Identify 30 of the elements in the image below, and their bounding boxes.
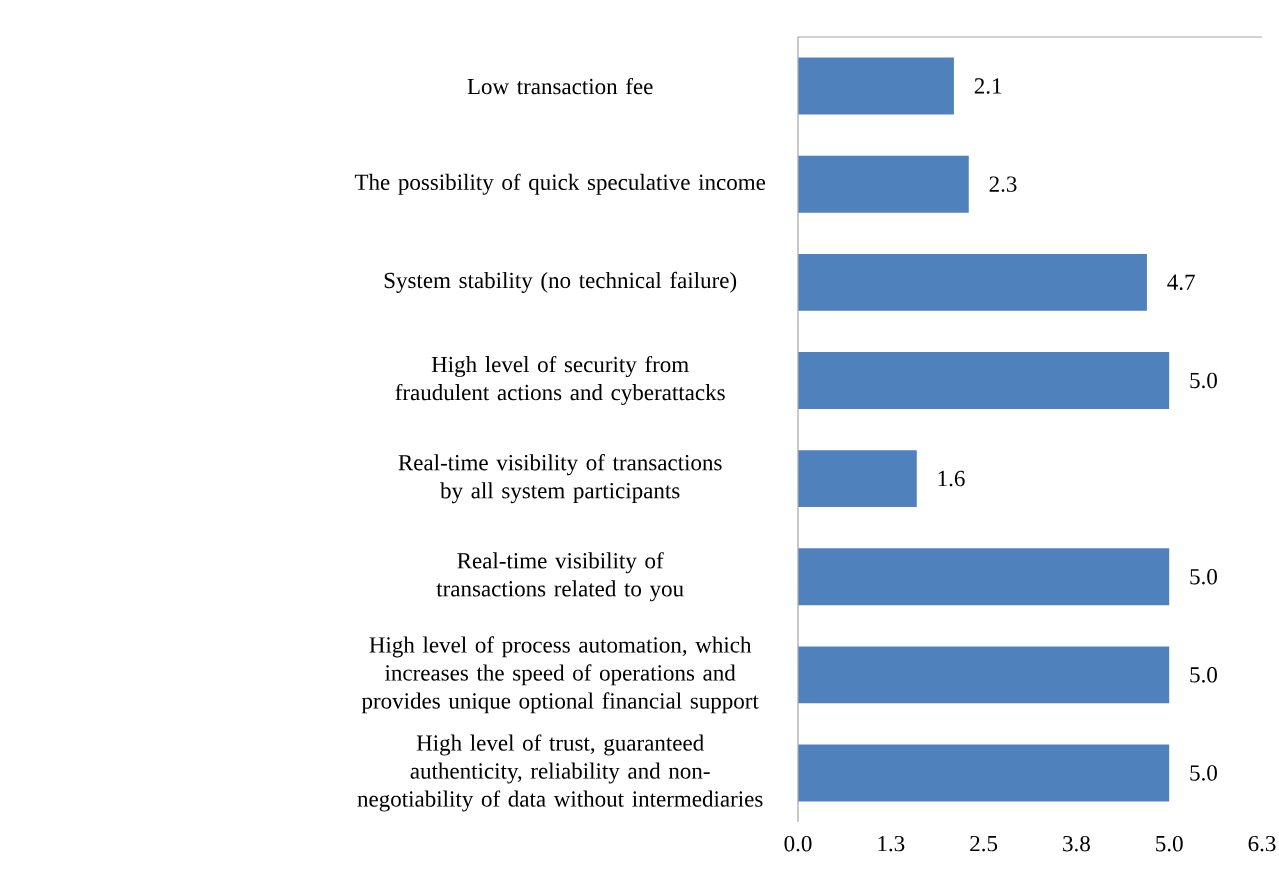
data-label: 4.7: [1167, 274, 1195, 291]
y-tick-label: Low transaction fee: [467, 77, 653, 95]
x-tick-label: 2.5: [970, 835, 998, 852]
data-label: 2.1: [974, 78, 1002, 94]
bar: [798, 450, 917, 508]
x-tick-label: 1.3: [878, 835, 905, 852]
data-label: 5.0: [1190, 568, 1217, 585]
y-tick-label: High level of security from fraudulent actions and cyberattacks: [395, 355, 725, 406]
bar: [798, 548, 1170, 606]
y-tick-label: System stability (no technical failure): [384, 271, 737, 293]
data-label: 2.3: [989, 176, 1017, 192]
y-tick-label: Real-time visibility of transactions related to you: [436, 552, 684, 602]
bar: [798, 646, 1170, 704]
x-tick-label: 0.0: [784, 835, 812, 852]
x-tick-label: 3.8: [1063, 835, 1090, 852]
bar: [798, 744, 1170, 802]
x-tick-label: 6.3: [1248, 835, 1276, 852]
data-label: 1.6: [938, 470, 965, 487]
data-label: 5.0: [1190, 765, 1217, 781]
data-label: 5.0: [1190, 372, 1217, 389]
y-tick-label: Real-time visibility of transactions by all system participants: [398, 454, 722, 504]
bar: [798, 352, 1170, 409]
x-tick-label: 5.0: [1156, 835, 1183, 852]
bar: [798, 57, 954, 115]
y-tick-label: The possibility of quick speculative income: [354, 173, 766, 195]
bar: [798, 253, 1147, 311]
data-label: 5.0: [1190, 667, 1217, 683]
y-tick-label: High level of process automation, which increases the speed of operations and provides unique optional financial support: [361, 636, 759, 714]
bar: [798, 155, 969, 213]
y-tick-label: High level of trust, guaranteed authenticity, reliability and non-negotiability of data without intermediaries: [357, 734, 763, 812]
